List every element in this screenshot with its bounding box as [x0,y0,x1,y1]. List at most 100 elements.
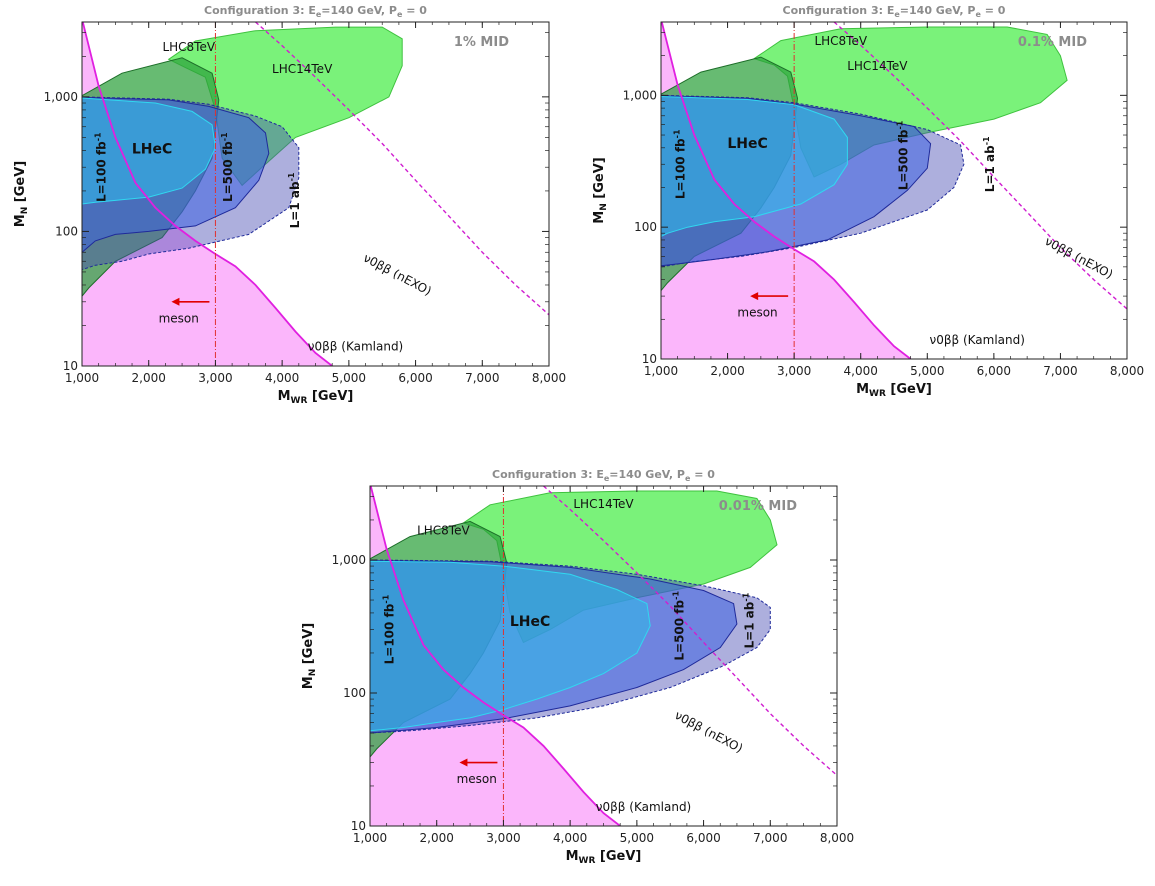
x-tick-label: 4,000 [844,364,878,378]
ylabel-subscript: N [599,203,609,211]
label-l1ab: L=1 ab-1 [287,172,302,228]
plot-area [370,486,837,826]
lumi-superscript: -1 [672,591,681,600]
title-subscript: e [685,474,691,483]
plot-area [661,22,1127,359]
x-tick-label: 1,000 [644,364,678,378]
x-tick-label: 3,000 [486,831,520,845]
chart-title: Configuration 3: Ee=140 GeV, Pe = 0 [492,468,715,483]
label-l1ab: L=1 ab-1 [742,592,757,648]
y-tick-label: 100 [55,224,78,238]
x-tick-label: 6,000 [686,831,720,845]
nexo-curve [833,22,1127,310]
lumi-superscript: -1 [742,592,751,601]
label-l500: L=500 fb-1 [672,591,687,661]
ylabel-subscript: N [20,207,30,215]
label-meson: meson [457,772,497,786]
plot-area [82,22,549,366]
title-part: =140 GeV, P [609,468,685,481]
title-subscript: e [894,10,900,19]
x-tick-label: 2,000 [710,364,744,378]
kamland-excluded-region [370,486,621,826]
x-tick-label: 7,000 [753,831,787,845]
x-tick-label: 3,000 [777,364,811,378]
y-tick-label: 1,000 [623,88,657,102]
title-part: Configuration 3: E [783,4,895,17]
xlabel-part: [GeV] [595,849,641,864]
title-part: Configuration 3: E [204,4,316,17]
label-lhc14: LHC14TeV [573,497,634,511]
label-l1ab: L=1 ab-1 [982,136,997,192]
y-axis-label: MN [GeV] [13,161,30,227]
x-tick-label: 5,000 [332,371,366,385]
lumi-text: L=1 ab [288,181,302,228]
mid-annotation: 1% MID [454,35,509,50]
x-tick-label: 6,000 [398,371,432,385]
label-lhc14: LHC14TeV [847,59,908,73]
lumi-text: L=100 fb [94,141,108,202]
xlabel-subscript: WR [291,396,308,406]
chart-panel-2: 1,000 2,000 3,000 4,000 5,000 6,000 7,000 8,000… [592,4,1144,399]
x-tick-label: 3,000 [198,371,232,385]
title-part: =140 GeV, P [900,4,976,17]
label-nexo: ν0ββ (nEXO) [672,708,745,756]
x-tick-label: 2,000 [420,831,454,845]
lumi-superscript: -1 [287,172,296,181]
x-tick-label: 5,000 [620,831,654,845]
chart-title: Configuration 3: Ee=140 GeV, Pe = 0 [783,4,1006,19]
y-tick-label: 10 [351,819,366,833]
mid-annotation: 0.1% MID [1018,35,1087,50]
meson-arrowhead [459,758,468,767]
y-tick-label: 100 [343,686,366,700]
lumi-text: L=100 fb [673,138,687,199]
y-axis-label: MN [GeV] [592,157,609,223]
xlabel-part: [GeV] [307,389,353,404]
label-lhc8: LHC8TeV [162,40,215,54]
x-axis-label: MWR [GeV] [278,389,354,406]
ylabel-part: M [301,676,316,689]
label-meson: meson [159,312,199,326]
y-axis-label: MN [GeV] [301,623,318,689]
ylabel-part: [GeV] [301,623,316,669]
x-tick-label: 8,000 [532,371,566,385]
x-tick-label: 1,000 [353,831,387,845]
lumi-text: L=1 ab [743,601,757,648]
x-tick-label: 4,000 [553,831,587,845]
label-kamland: ν0ββ (Kamland) [308,340,403,354]
kamland-excluded-region [661,22,911,359]
label-kamland: ν0ββ (Kamland) [929,333,1024,347]
region-l-100-fb-1 [661,95,848,238]
kamland-curve [82,22,333,366]
x-axis-label: MWR [GeV] [856,382,932,399]
lumi-text: L=1 ab [983,145,997,192]
lumi-superscript: -1 [672,129,681,138]
xlabel-part: M [856,382,869,397]
xlabel-part: M [566,849,579,864]
title-part: = 0 [981,4,1006,17]
label-l500: L=500 fb-1 [220,132,235,202]
label-kamland: ν0ββ (Kamland) [596,800,691,814]
x-tick-label: 2,000 [132,371,166,385]
title-subscript: e [397,10,403,19]
label-lhc8: LHC8TeV [417,524,470,538]
meson-arrowhead [171,297,180,306]
title-part: Configuration 3: E [492,468,604,481]
y-tick-label: 10 [642,352,657,366]
lumi-text: L=500 fb [896,129,910,190]
kamland-curve [370,486,621,826]
xlabel-part: [GeV] [886,382,932,397]
title-subscript: e [316,10,322,19]
title-subscript: e [975,10,981,19]
kamland-curve [661,22,912,359]
x-tick-label: 1,000 [65,371,99,385]
label-l100: L=100 fb-1 [93,132,108,202]
x-tick-label: 8,000 [1110,364,1144,378]
y-tick-label: 10 [63,359,78,373]
label-lhc8: LHC8TeV [814,34,867,48]
y-tick-label: 100 [634,220,657,234]
lumi-text: L=500 fb [673,599,687,660]
x-tick-label: 7,000 [1043,364,1077,378]
lumi-superscript: -1 [220,132,229,141]
lumi-superscript: -1 [895,120,904,129]
